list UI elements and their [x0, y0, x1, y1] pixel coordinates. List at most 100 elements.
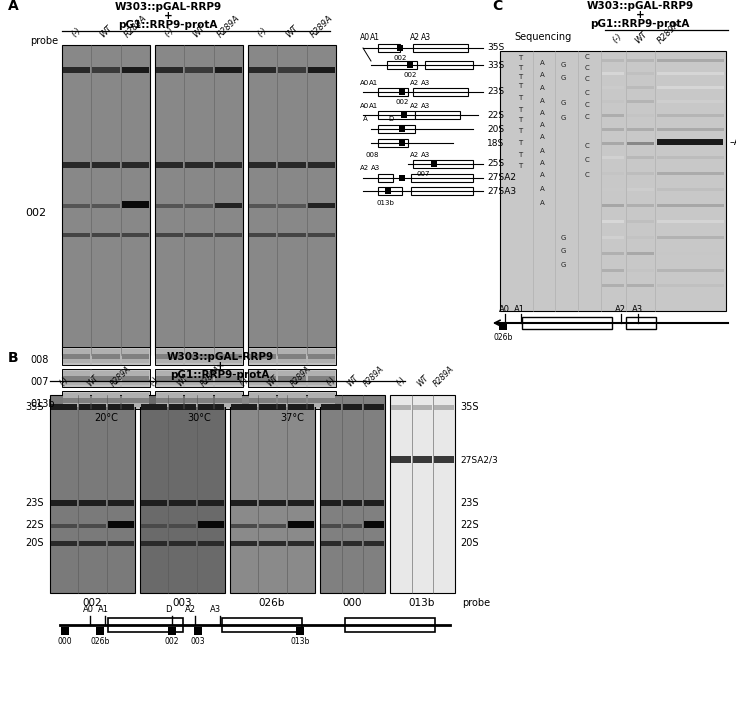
Text: G: G [560, 235, 566, 241]
Bar [156, 371, 183, 385]
Bar [92, 354, 120, 359]
Bar [278, 233, 305, 237]
Bar [155, 369, 243, 387]
Text: T: T [518, 83, 522, 89]
Bar [121, 233, 149, 237]
Bar [156, 233, 183, 237]
Text: A2: A2 [615, 304, 626, 314]
Bar [121, 371, 149, 385]
Bar [156, 393, 183, 407]
Bar [602, 284, 624, 287]
Text: 20S: 20S [460, 538, 478, 548]
Bar [278, 67, 305, 73]
Bar [657, 128, 724, 131]
Text: 35S: 35S [460, 402, 478, 412]
Bar [155, 347, 243, 365]
Text: (-): (-) [394, 376, 407, 388]
Text: W303::pGAL-RRP9: W303::pGAL-RRP9 [114, 2, 222, 12]
Bar [198, 404, 224, 410]
Bar [248, 45, 336, 355]
Bar [63, 376, 91, 381]
Bar [62, 45, 150, 355]
Text: WT: WT [191, 24, 207, 39]
Bar [364, 541, 384, 546]
Text: T: T [518, 65, 522, 71]
Bar [288, 521, 314, 528]
Bar [278, 204, 305, 208]
Bar [434, 405, 454, 410]
Bar [51, 524, 77, 528]
Bar [434, 456, 454, 463]
Text: probe: probe [462, 598, 490, 608]
Text: A2: A2 [410, 34, 420, 43]
Bar [657, 236, 724, 239]
Bar [215, 354, 242, 359]
Bar [343, 500, 362, 506]
Text: T: T [518, 95, 522, 101]
Text: C: C [584, 143, 590, 149]
Bar [308, 376, 335, 381]
Text: Sequencing: Sequencing [514, 32, 572, 42]
Bar [627, 128, 654, 131]
Text: 003: 003 [172, 598, 192, 608]
Text: T: T [518, 128, 522, 134]
Bar [198, 500, 224, 506]
Bar [156, 376, 183, 381]
Bar [387, 61, 417, 69]
Text: A0: A0 [82, 605, 93, 615]
Bar [79, 541, 106, 546]
Bar [278, 354, 305, 359]
Bar [657, 86, 724, 89]
Bar [602, 142, 624, 145]
Text: A3: A3 [422, 152, 431, 158]
Bar [51, 404, 77, 410]
Bar [121, 393, 149, 407]
Bar [215, 371, 242, 385]
Bar [308, 233, 335, 237]
Text: A: A [539, 148, 545, 154]
Text: (-): (-) [70, 26, 83, 39]
Text: WT: WT [265, 373, 280, 388]
Bar [121, 349, 149, 363]
Bar [425, 61, 473, 69]
Text: +: + [163, 11, 172, 21]
Bar [278, 398, 305, 403]
Bar [215, 398, 242, 403]
Bar [399, 89, 405, 95]
Bar [296, 627, 304, 635]
Bar [320, 395, 385, 593]
Bar [522, 317, 612, 329]
Bar [391, 456, 411, 463]
Bar [602, 128, 624, 131]
Bar [249, 393, 276, 407]
Bar [259, 404, 286, 410]
Bar [249, 371, 276, 385]
Bar [602, 86, 624, 89]
Bar [79, 404, 106, 410]
Bar [141, 541, 167, 546]
Bar [499, 322, 507, 330]
Bar [390, 395, 455, 593]
Bar [278, 376, 305, 381]
Text: C: C [584, 172, 590, 178]
Bar [308, 393, 335, 407]
Text: A2: A2 [411, 103, 420, 109]
Text: 20°C: 20°C [94, 413, 118, 423]
Text: 013b: 013b [376, 200, 394, 206]
Bar [222, 618, 302, 632]
Text: 20S: 20S [487, 125, 504, 133]
Bar [185, 67, 213, 73]
Bar [627, 114, 654, 117]
Bar [215, 349, 242, 363]
Bar [657, 59, 724, 62]
Bar [627, 284, 654, 287]
Bar [62, 369, 150, 387]
Text: pG1::RRP9-protA: pG1::RRP9-protA [170, 370, 269, 380]
Bar [92, 393, 120, 407]
Bar [602, 236, 624, 239]
Bar [156, 67, 183, 73]
Bar [248, 391, 336, 409]
Text: A: A [539, 60, 545, 66]
Text: 33S: 33S [487, 61, 504, 69]
Text: pG1::RRP9-protA: pG1::RRP9-protA [590, 19, 690, 29]
